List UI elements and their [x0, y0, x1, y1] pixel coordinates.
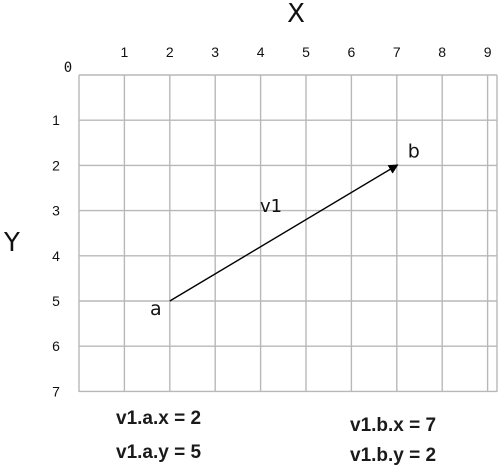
x-tick-labels: 1 2 3 4 5 6 7 8 9 [121, 44, 492, 60]
y-tick-label: 3 [52, 203, 60, 219]
x-axis-title: X [287, 0, 305, 29]
x-tick-label: 5 [302, 44, 310, 60]
y-tick-label: 5 [52, 293, 60, 309]
vector-name-label: v1 [260, 196, 282, 217]
note-a-y: v1.a.y = 5 [116, 442, 201, 463]
y-tick-label: 6 [52, 338, 60, 354]
x-tick-label: 6 [348, 44, 356, 60]
y-tick-label: 7 [52, 383, 60, 399]
x-tick-label: 8 [438, 44, 446, 60]
x-tick-label: 2 [166, 44, 174, 60]
grid [78, 74, 498, 393]
note-b-x: v1.b.x = 7 [350, 415, 436, 436]
y-tick-label: 4 [52, 248, 60, 264]
x-tick-label: 3 [211, 44, 219, 60]
y-tick-label: 1 [52, 112, 60, 128]
y-tick-labels: 1 2 3 4 5 6 7 [52, 112, 60, 399]
x-tick-label: 7 [393, 44, 401, 60]
y-tick-label: 2 [52, 157, 60, 173]
point-b-label: b [408, 140, 420, 162]
x-tick-label: 1 [121, 44, 129, 60]
point-a-label: a [150, 298, 162, 320]
x-tick-label: 4 [257, 44, 265, 60]
note-b-y: v1.b.y = 2 [350, 445, 436, 466]
note-a-x: v1.a.x = 2 [116, 408, 201, 429]
x-tick-label: 9 [484, 44, 492, 60]
vector-arrow [169, 164, 399, 302]
origin-label: 0 [64, 60, 72, 76]
y-axis-title: Y [3, 228, 20, 258]
